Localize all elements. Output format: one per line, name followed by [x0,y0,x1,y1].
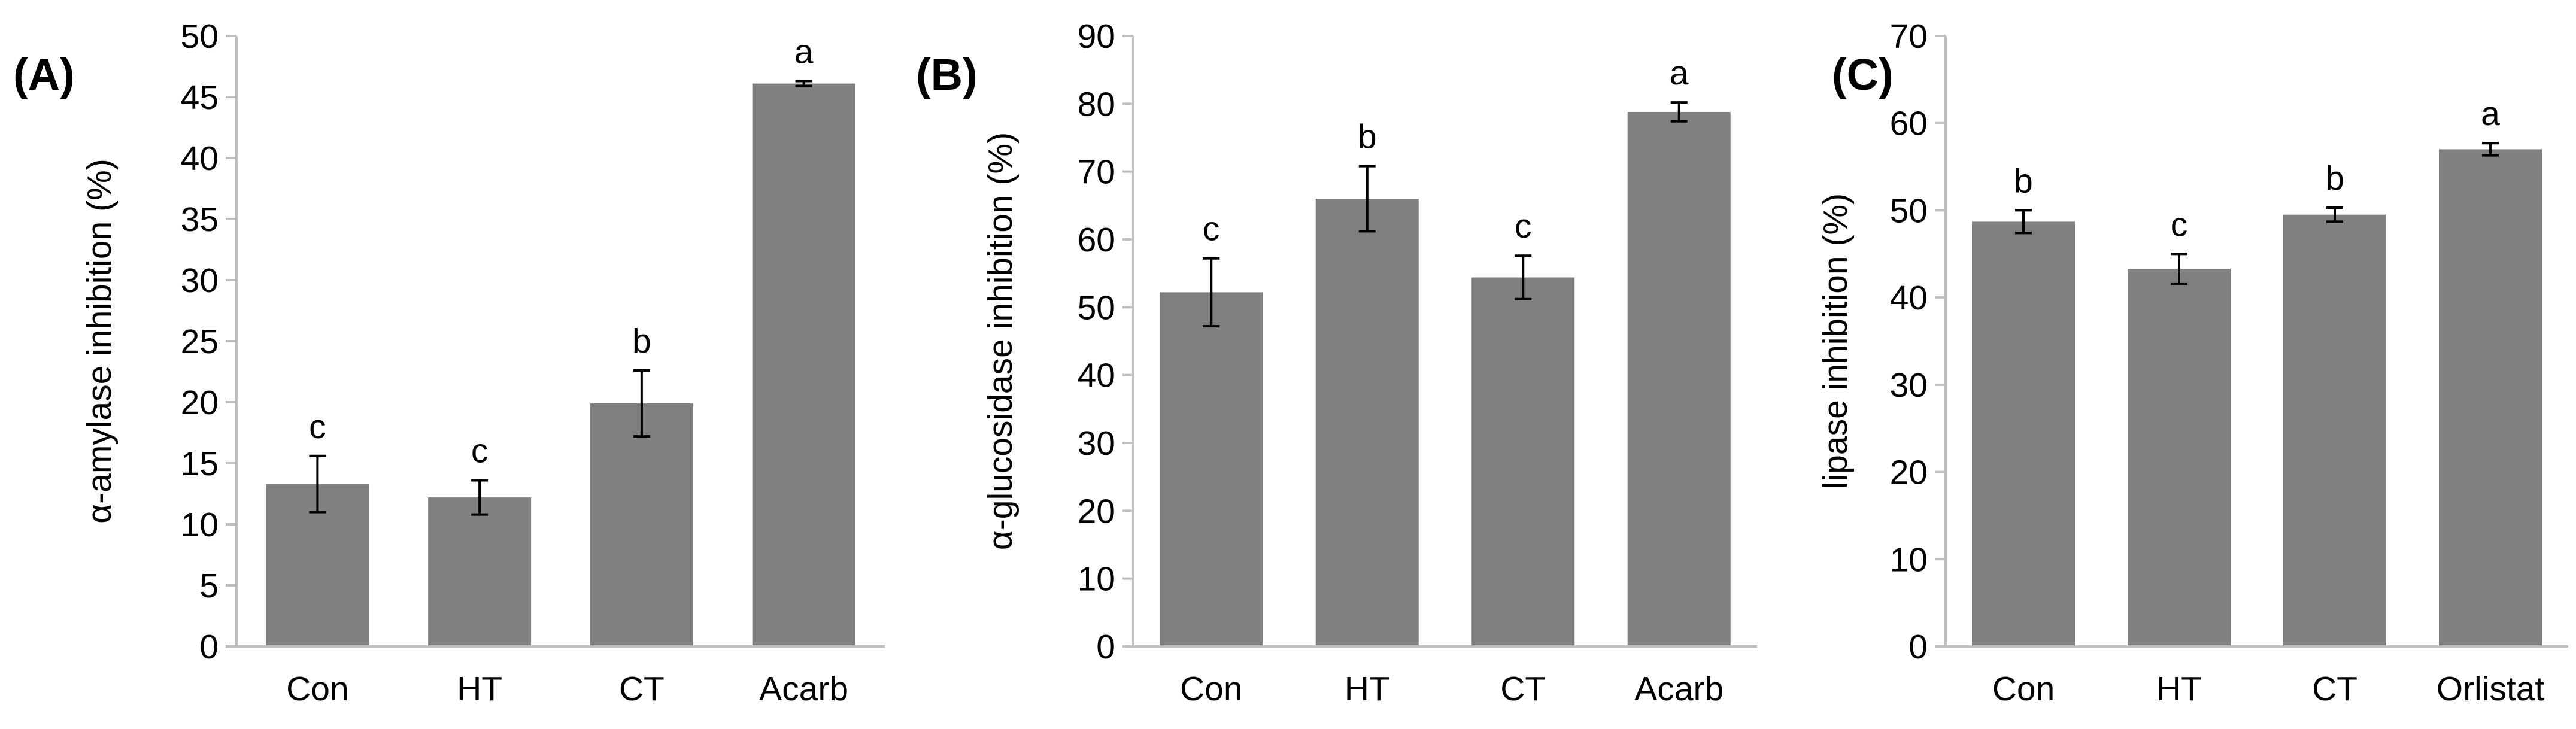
bar-ht [428,497,532,646]
x-tick-label: HT [457,670,502,708]
x-tick-label: Acarb [1634,670,1724,708]
y-tick-label: 20 [1078,492,1115,530]
y-axis-title: α-amylase inhibition (%) [80,159,119,524]
error-bar [1670,101,1688,123]
significance-letter: c [471,432,489,470]
bar-orlistat [2439,149,2542,646]
y-tick-label: 15 [181,445,219,483]
error-bar [1358,165,1376,233]
bar-ht [2128,269,2231,646]
significance-letter: c [309,408,326,446]
significance-letter: c [1515,207,1532,245]
y-axis-title: α-glucosidase inhibition (%) [981,132,1020,550]
y-tick-label: 40 [1078,357,1115,395]
panel-label: (C) [1832,50,1894,99]
error-bar [633,369,650,438]
x-tick-label: CT [619,670,665,708]
error-bar [471,479,489,516]
y-tick-label: 0 [1096,628,1115,666]
significance-letter: c [1203,210,1220,248]
y-tick-label: 70 [1078,153,1115,192]
bar-con [1160,292,1263,646]
error-bar [2482,142,2499,157]
error-bar [2015,209,2032,235]
x-tick-label: Acarb [759,670,848,708]
bar-ct [590,403,693,646]
bar-ct [1471,277,1575,646]
y-tick-label: 30 [181,262,219,300]
error-bar [1515,254,1532,300]
x-tick-label: HT [1345,670,1390,708]
y-tick-label: 25 [181,323,219,361]
y-tick-label: 10 [1890,540,1928,579]
y-tick-label: 90 [1078,17,1115,56]
y-tick-label: 30 [1890,366,1928,405]
error-bar [309,454,326,514]
y-tick-label: 10 [1078,560,1115,599]
y-axis-title: lipase inhibition (%) [1816,193,1855,489]
significance-letter: b [2014,162,2033,200]
significance-letter: b [1358,118,1377,156]
x-tick-label: Con [1992,670,2055,708]
y-tick-label: 40 [181,139,219,178]
y-tick-label: 70 [1890,17,1928,56]
panel-label: (B) [916,50,978,99]
y-tick-label: 45 [181,78,219,117]
bar-ct [2283,214,2386,646]
y-tick-label: 50 [181,17,219,56]
y-tick-label: 80 [1078,85,1115,123]
significance-letter: a [1670,54,1689,92]
significance-letter: b [632,322,651,360]
y-tick-label: 60 [1890,105,1928,143]
significance-letter: a [794,32,814,71]
x-tick-label: Orlistat [2437,670,2545,708]
bar-acarb [752,83,855,646]
y-tick-label: 40 [1890,279,1928,317]
y-tick-label: 20 [181,384,219,422]
x-tick-label: Con [1180,670,1243,708]
y-tick-label: 30 [1078,424,1115,463]
y-tick-label: 10 [181,506,219,544]
x-tick-label: HT [2156,670,2202,708]
y-tick-label: 60 [1078,221,1115,259]
significance-letter: a [2481,95,2500,133]
bar-acarb [1627,111,1731,646]
y-tick-label: 5 [199,567,219,605]
y-tick-label: 0 [199,628,219,666]
bar-ht [1315,199,1419,646]
error-bar [2171,253,2187,285]
error-bar [795,80,812,87]
significance-letter: b [2325,159,2344,198]
y-tick-label: 0 [1909,628,1928,666]
panel-label: (A) [13,50,75,99]
significance-letter: c [2171,205,2188,244]
error-bar [2326,206,2343,223]
y-tick-label: 35 [181,201,219,239]
bar-con [1972,221,2075,646]
x-tick-label: CT [2312,670,2357,708]
y-tick-label: 50 [1890,192,1928,230]
x-tick-label: CT [1500,670,1546,708]
x-tick-label: Con [286,670,349,708]
y-tick-label: 50 [1078,288,1115,327]
y-tick-label: 20 [1890,454,1928,492]
error-bar [1203,257,1220,328]
